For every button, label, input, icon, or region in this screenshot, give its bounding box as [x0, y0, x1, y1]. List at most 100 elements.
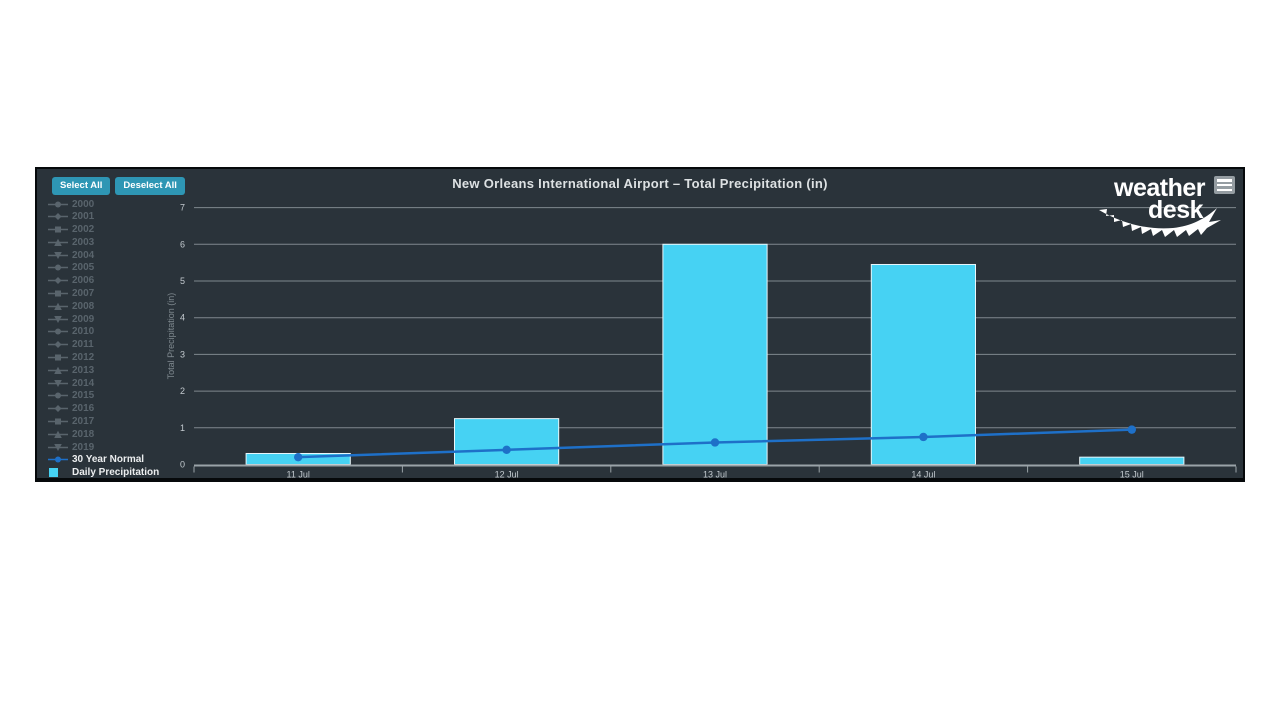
- x-tick-label: 11 Jul: [287, 470, 310, 479]
- thirty-year-normal-line: [294, 425, 1137, 462]
- legend-item-label: 2013: [72, 364, 95, 376]
- legend-item-label: 2004: [72, 249, 95, 261]
- series-marker-icon: [48, 277, 68, 285]
- legend-item-2015[interactable]: 2015: [48, 390, 94, 401]
- legend-item-label: 2010: [72, 326, 95, 338]
- legend-item-label: 2018: [72, 428, 95, 440]
- series-marker-icon: [48, 264, 68, 271]
- line-point-12-jul[interactable]: [502, 445, 511, 455]
- y-tick-label: 1: [180, 423, 185, 433]
- legend-item-label: 2017: [72, 415, 95, 427]
- legend-item-label: 2011: [72, 339, 94, 351]
- series-marker-icon: [48, 213, 68, 221]
- series-marker-icon: [48, 392, 68, 399]
- weatherdesk-chart-panel: 0 1 2 3 4 5 6 7 Total Precipitation (in) 11 Jul 12…: [35, 167, 1245, 482]
- y-axis-title: Total Precipitation (in): [166, 293, 176, 380]
- series-marker-icon: [48, 379, 68, 387]
- legend-item-2001[interactable]: 2001: [48, 211, 94, 222]
- legend-item-label: 2012: [72, 351, 95, 363]
- x-tick-label: 15 Jul: [1120, 470, 1144, 479]
- legend-item-2000[interactable]: 2000: [48, 199, 94, 210]
- legend-item-2005[interactable]: 2005: [48, 262, 94, 273]
- legend-item-2011[interactable]: 2011: [48, 339, 94, 350]
- legend-item-daily-precipitation[interactable]: Daily Precipitation: [48, 467, 159, 478]
- line-point-13-jul[interactable]: [710, 438, 720, 447]
- x-tick-label: 13 Jul: [703, 470, 727, 479]
- menu-bar: [1217, 179, 1232, 182]
- logo-swoosh-icon: [1099, 208, 1221, 237]
- legend-item-2004[interactable]: 2004: [48, 250, 94, 261]
- series-marker-icon: [48, 366, 68, 374]
- series-marker-icon: [48, 238, 68, 246]
- legend-item-label: 2003: [72, 236, 95, 248]
- series-marker-icon: [48, 341, 68, 349]
- legend-item-2006[interactable]: 2006: [48, 275, 94, 286]
- menu-bar: [1217, 188, 1232, 191]
- legend-item-2012[interactable]: 2012: [48, 352, 94, 363]
- legend-item-label: 30 Year Normal: [72, 454, 145, 466]
- hamburger-menu-icon[interactable]: [1214, 176, 1235, 194]
- y-tick-label: 0: [180, 460, 185, 470]
- legend-item-2010[interactable]: 2010: [48, 326, 94, 337]
- legend-item-label: 2014: [72, 377, 95, 389]
- select-all-button[interactable]: Select All: [52, 177, 111, 195]
- legend-item-2002[interactable]: 2002: [48, 224, 94, 235]
- legend-item-label: 2016: [72, 403, 95, 415]
- legend-item-2008[interactable]: 2008: [48, 301, 94, 312]
- logo-text-desk: desk: [1148, 196, 1203, 224]
- legend-item-label: 2005: [72, 262, 95, 274]
- y-tick-label: 3: [180, 349, 185, 359]
- y-tick-label: 2: [180, 386, 185, 396]
- line-point-14-jul[interactable]: [919, 432, 928, 442]
- legend-item-label: 2000: [72, 198, 95, 210]
- legend-item-label: 2015: [72, 390, 95, 402]
- legend-item-2017[interactable]: 2017: [48, 416, 94, 427]
- series-marker-icon: [48, 328, 68, 335]
- chart-area: 0 1 2 3 4 5 6 7 Total Precipitation (in) 11 Jul 12…: [37, 169, 1243, 478]
- series-marker-icon: [48, 201, 68, 207]
- bar-12-jul[interactable]: [454, 418, 560, 465]
- y-tick-label: 7: [180, 203, 185, 213]
- bar-13-jul[interactable]: [662, 243, 768, 465]
- logo-text-weather: weather: [1114, 174, 1205, 202]
- series-marker-icon: [48, 290, 68, 297]
- chart-legend: 2000 2001 2002 2003 2004 2005 2006 2007 2008 2009…: [37, 169, 207, 478]
- line-point-11-jul[interactable]: [294, 452, 303, 462]
- legend-item-2016[interactable]: 2016: [48, 403, 94, 414]
- series-marker-icon: [48, 430, 68, 438]
- x-tick-label: 12 Jul: [495, 470, 519, 479]
- series-marker-icon: [48, 405, 68, 413]
- legend-item-label: 2006: [72, 275, 95, 287]
- legend-item-label: 2001: [72, 211, 95, 223]
- y-tick-label: 4: [180, 313, 185, 323]
- chart-title: New Orleans International Airport – Tota…: [452, 176, 828, 191]
- legend-item-label: Daily Precipitation: [72, 467, 160, 478]
- legend-item-label: 2009: [72, 313, 95, 325]
- legend-item-2018[interactable]: 2018: [48, 429, 94, 440]
- legend-item-2013[interactable]: 2013: [48, 365, 94, 376]
- deselect-all-button[interactable]: Deselect All: [115, 177, 185, 195]
- legend-item-2009[interactable]: 2009: [48, 314, 94, 325]
- series-marker-icon: [48, 443, 68, 451]
- legend-item-30-year-normal[interactable]: 30 Year Normal: [48, 454, 144, 465]
- legend-item-label: 2008: [72, 300, 95, 312]
- menu-bar: [1217, 183, 1232, 187]
- legend-item-label: 2019: [72, 441, 95, 453]
- legend-item-2007[interactable]: 2007: [48, 288, 94, 299]
- line-point-15-jul[interactable]: [1127, 425, 1137, 434]
- series-marker-icon: [48, 354, 68, 361]
- y-tick-label: 6: [180, 239, 185, 249]
- series-marker-icon: [48, 315, 68, 323]
- bar-15-jul[interactable]: [1079, 456, 1185, 466]
- series-marker-icon: [48, 302, 68, 310]
- legend-item-2003[interactable]: 2003: [48, 237, 94, 248]
- axis-labels: 0 1 2 3 4 5 6 7 Total Precipitation (in): [166, 203, 185, 470]
- x-tick-label: 14 Jul: [911, 470, 935, 479]
- x-axis: 11 Jul 12 Jul 13 Jul 14 Jul 15 Jul: [193, 464, 1237, 479]
- series-marker-icon: [49, 468, 58, 478]
- legend-item-2019[interactable]: 2019: [48, 442, 94, 453]
- legend-item-label: 2007: [72, 288, 95, 300]
- series-marker-icon: [48, 251, 68, 259]
- legend-item-2014[interactable]: 2014: [48, 378, 94, 389]
